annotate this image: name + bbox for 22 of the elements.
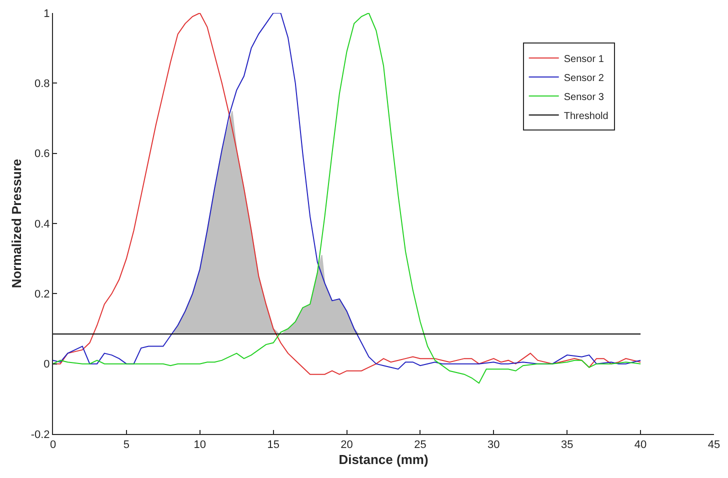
- x-tick-label: 40: [634, 439, 647, 452]
- x-tick-label: 20: [340, 439, 353, 452]
- x-tick-label: 15: [267, 439, 280, 452]
- x-tick-label: 30: [488, 439, 500, 452]
- y-tick-label: -0.2: [30, 428, 50, 441]
- y-tick-label: 0.2: [34, 288, 50, 301]
- y-tick-label: 0: [44, 358, 50, 371]
- legend-label: Sensor 2: [564, 72, 604, 84]
- x-tick-label: 10: [194, 439, 206, 452]
- legend-label: Sensor 3: [564, 92, 604, 103]
- y-axis-title: Normalized Pressure: [8, 158, 24, 288]
- x-tick-label: 45: [708, 439, 720, 452]
- legend-label: Threshold: [564, 110, 608, 122]
- x-tick-label: 25: [414, 439, 426, 452]
- x-tick-label: 35: [560, 439, 574, 452]
- y-tick-label: 0.8: [34, 78, 50, 90]
- y-tick-label: 0.4: [34, 218, 50, 230]
- x-axis-title: Distance (mm): [338, 452, 428, 467]
- legend-label: Sensor 1: [564, 54, 604, 65]
- y-tick-label: 0.6: [34, 148, 50, 160]
- x-tick-label: 5: [123, 439, 130, 452]
- y-tick-label: 1: [44, 8, 50, 20]
